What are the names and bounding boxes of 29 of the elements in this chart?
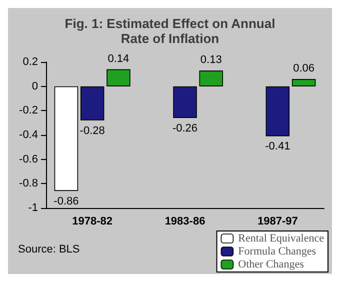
bar [266,86,290,136]
legend-label: Formula Changes [238,246,316,258]
y-tick-label: -0.8 [19,178,38,190]
data-label: -0.86 [54,195,79,208]
source-note: Source: BLS [18,244,80,256]
y-tick-label: -0.6 [19,153,38,166]
data-label: -0.41 [265,140,290,153]
data-label: 0.06 [293,62,314,75]
x-tick-label: 1978-82 [72,216,113,228]
legend-label: Other Changes [238,258,304,270]
y-tick-label: -0.4 [19,129,38,141]
y-tick-label: -1 [28,202,38,214]
bar [173,86,197,118]
bar [80,86,104,120]
y-tick-label: -0.2 [19,104,38,117]
bar [292,79,316,86]
x-tick-label: 1983-86 [164,216,206,228]
data-label: -0.26 [172,122,198,134]
data-label: 0.14 [108,52,130,65]
bar [54,86,78,191]
y-tick-label: 0.2 [22,56,38,68]
data-label: -0.28 [80,124,105,137]
bar [199,70,223,86]
data-label: 0.13 [200,54,222,66]
legend-label: Rental Equivalence [238,232,324,244]
chart-title: Fig. 1: Estimated Effect on Annual Rate of Inflation [64,16,276,46]
x-tick-label: 1987-97 [257,216,298,228]
y-tick-label: 0 [32,80,38,92]
bar [106,69,130,86]
